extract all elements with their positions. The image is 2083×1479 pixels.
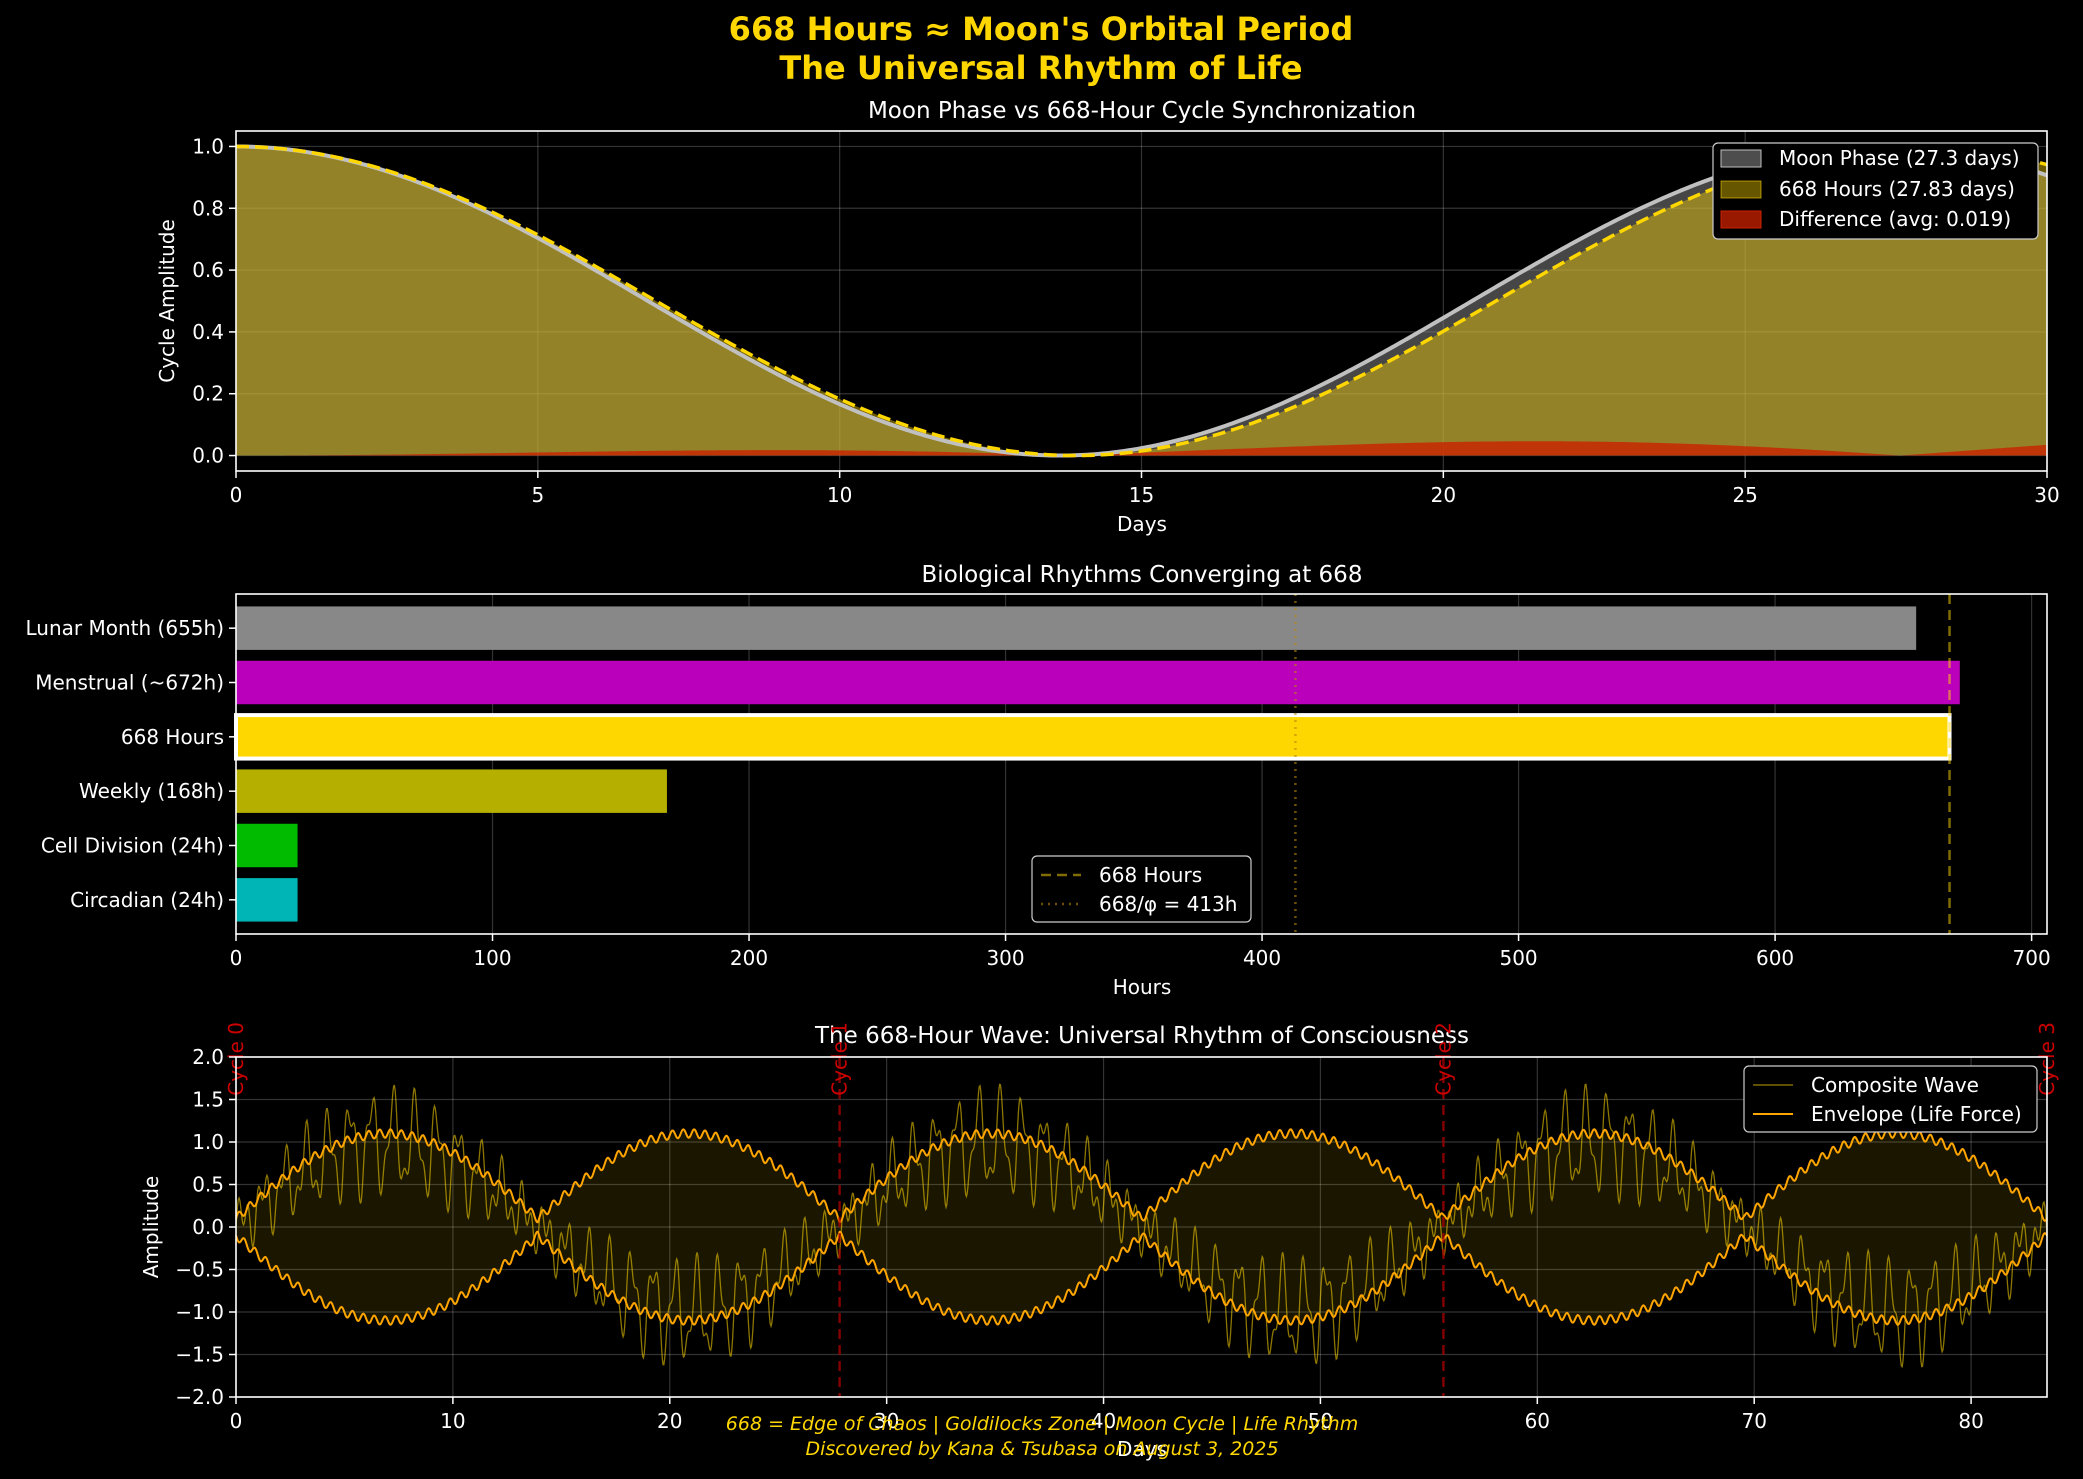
x-tick-label: 700 [2013, 946, 2051, 970]
y-tick-label: 0.5 [192, 1173, 224, 1197]
x-tick-label: 200 [730, 946, 768, 970]
x-tick-label: 10 [827, 483, 852, 507]
x-tick-label: 0 [230, 1409, 243, 1433]
bar [236, 769, 667, 813]
panel1-xlabel: Days [1117, 512, 1167, 536]
y-tick-label: 0.2 [192, 382, 224, 406]
panel3-title: The 668-Hour Wave: Universal Rhythm of C… [814, 1023, 1469, 1049]
panel2-legend: 668 Hours 668/φ = 413h [1031, 855, 1252, 923]
legend-label-difference: Difference (avg: 0.019) [1779, 207, 2011, 231]
y-tick-label: 1.5 [192, 1088, 224, 1112]
x-tick-label: 30 [874, 1409, 899, 1433]
panel2-axes-frame [235, 593, 2048, 935]
footer-line1: 668 = Edge of Chaos | Goldilocks Zone | … [726, 1413, 1358, 1435]
x-tick-label: 80 [1958, 1409, 1983, 1433]
legend-label-phi-line: 668/φ = 413h [1099, 892, 1237, 916]
envelope-lower-line [235, 1230, 2048, 1326]
legend-label-moon: Moon Phase (27.3 days) [1779, 146, 2020, 170]
legend-frame [1743, 1065, 2038, 1133]
figure-title-line1: 668 Hours ≈ Moon's Orbital Period [729, 10, 1354, 48]
x-tick-label: 0 [230, 946, 243, 970]
biological-rhythms-panel: Biological Rhythms Converging at 668 0 10… [26, 562, 2051, 999]
y-tick-label: 1.0 [192, 1130, 224, 1154]
y-tick-label: −2.0 [175, 1385, 224, 1409]
envelope-upper-line [235, 1128, 2048, 1224]
y-tick-label: −1.5 [175, 1343, 224, 1367]
y-tick-label: 0.0 [192, 1215, 224, 1239]
x-tick-label: 20 [1431, 483, 1456, 507]
category-label: Menstrual (~672h) [35, 671, 224, 695]
y-tick-label: −1.0 [175, 1300, 224, 1324]
cycle-marker-label: Cycle 1 [828, 1022, 852, 1096]
x-tick-label: 500 [1499, 946, 1537, 970]
legend-label-668-line: 668 Hours [1099, 863, 1202, 887]
x-tick-label: 100 [473, 946, 511, 970]
envelope-fill [236, 1129, 2047, 1325]
y-tick-label: −0.5 [175, 1258, 224, 1282]
y-tick-label: 0.4 [192, 320, 224, 344]
panel3-xlabel: Days [1117, 1437, 1167, 1461]
y-tick-label: 0.0 [192, 444, 224, 468]
x-tick-label: 300 [986, 946, 1024, 970]
bar [236, 660, 1960, 705]
figure-title-line2: The Universal Rhythm of Life [779, 49, 1302, 87]
panel1-ylabel: Cycle Amplitude [155, 219, 179, 383]
category-label: Lunar Month (655h) [26, 616, 224, 640]
category-label: 668 Hours [121, 725, 224, 749]
x-tick-label: 50 [1308, 1409, 1333, 1433]
difference-area [236, 441, 2047, 456]
legend-swatch-668 [1720, 180, 1762, 199]
x-tick-label: 25 [1732, 483, 1757, 507]
panel1-title: Moon Phase vs 668-Hour Cycle Synchroniza… [868, 98, 1416, 124]
x-tick-label: 0 [230, 483, 243, 507]
668-hours-area [236, 146, 2047, 456]
y-tick-label: 0.8 [192, 196, 224, 220]
x-tick-label: 30 [2034, 483, 2059, 507]
footer-line2: Discovered by Kana & Tsubasa on August 3… [805, 1438, 1278, 1460]
legend-frame [1031, 855, 1252, 923]
y-tick-label: 0.6 [192, 258, 224, 282]
bar [236, 878, 298, 922]
moon-phase-area [236, 146, 2047, 456]
legend-swatch-moon [1720, 149, 1762, 168]
panel1-legend: Moon Phase (27.3 days) 668 Hours (27.83 … [1712, 142, 2039, 240]
x-tick-label: 600 [1756, 946, 1794, 970]
moon-phase-panel: Moon Phase vs 668-Hour Cycle Synchroniza… [155, 98, 2060, 536]
bar [234, 713, 1952, 761]
panel3-legend: Composite Wave Envelope (Life Force) [1743, 1065, 2038, 1133]
legend-label-envelope: Envelope (Life Force) [1811, 1102, 2022, 1126]
panel2-title: Biological Rhythms Converging at 668 [922, 562, 1363, 588]
wave-panel: The 668-Hour Wave: Universal Rhythm of C… [139, 1022, 2059, 1461]
x-tick-label: 40 [1091, 1409, 1116, 1433]
y-tick-label: 2.0 [192, 1045, 224, 1069]
x-tick-label: 10 [440, 1409, 465, 1433]
y-tick-label: 1.0 [192, 134, 224, 158]
x-tick-label: 20 [657, 1409, 682, 1433]
composite-wave-line [235, 1083, 2048, 1369]
legend-label-composite: Composite Wave [1811, 1073, 1979, 1097]
x-tick-label: 5 [531, 483, 544, 507]
x-tick-label: 60 [1525, 1409, 1550, 1433]
category-label: Circadian (24h) [70, 888, 224, 912]
x-tick-label: 70 [1741, 1409, 1766, 1433]
bar [236, 606, 1917, 650]
category-label: Weekly (168h) [79, 779, 224, 803]
bar [236, 823, 298, 868]
legend-swatch-difference [1720, 210, 1762, 229]
panel2-xlabel: Hours [1113, 975, 1172, 999]
legend-label-668: 668 Hours (27.83 days) [1779, 177, 2015, 201]
x-tick-label: 15 [1129, 483, 1154, 507]
legend-frame [1712, 142, 2039, 240]
cycle-marker-label: Cycle 2 [1431, 1022, 1455, 1096]
category-label: Cell Division (24h) [41, 834, 224, 858]
panel3-ylabel: Amplitude [139, 1176, 163, 1279]
x-tick-label: 400 [1243, 946, 1281, 970]
